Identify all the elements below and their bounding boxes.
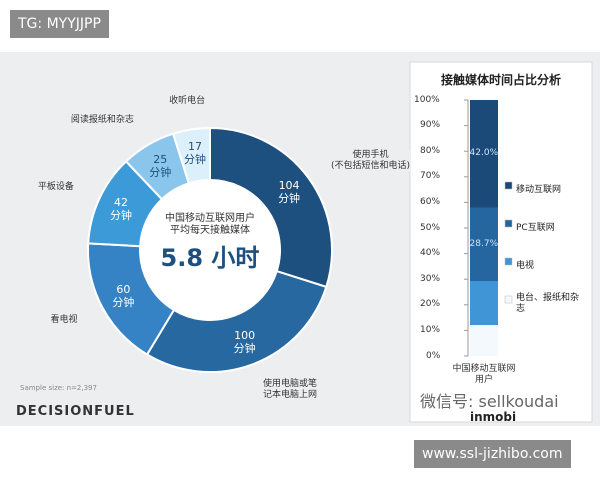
category-label: 看电视 xyxy=(50,314,78,326)
badge: TG: MYYJJPP xyxy=(10,10,109,38)
bar-segment xyxy=(470,325,498,356)
donut-hole xyxy=(140,180,280,320)
value-label: 28.7% xyxy=(469,238,499,249)
legend-label: 移动互联网 xyxy=(516,184,562,195)
y-tick-label: 80% xyxy=(420,145,441,156)
value-label: 104 分钟 xyxy=(278,179,301,206)
bar-segment xyxy=(470,207,498,281)
y-tick-label: 20% xyxy=(420,299,441,310)
y-tick-label: 40% xyxy=(420,248,441,259)
y-tick-label: 10% xyxy=(420,324,441,335)
partner: inmobi xyxy=(470,410,517,424)
legend-swatch xyxy=(504,219,513,228)
bar-segment xyxy=(470,280,498,326)
badge: www.ssl-jizhibo.com xyxy=(414,440,571,468)
y-tick-label: 70% xyxy=(420,171,441,182)
x-tick-label: 中国移动互联网用户 xyxy=(452,364,516,385)
legend-swatch xyxy=(504,257,513,266)
y-tick-label: 30% xyxy=(420,273,441,284)
value-label: 17 分钟 xyxy=(184,140,207,167)
bar-segment xyxy=(470,100,498,208)
y-tick-label: 50% xyxy=(420,222,441,233)
donut-segment xyxy=(145,269,328,373)
category-label: 阅读报纸和杂志 xyxy=(70,115,134,127)
legend-label: 电台、报纸和杂志 xyxy=(516,293,580,314)
y-tick-label: 60% xyxy=(420,196,441,207)
wechat: 微信号: sellkoudai xyxy=(420,392,559,411)
legend-swatch xyxy=(504,295,513,304)
value-label: 42 分钟 xyxy=(110,195,133,223)
category-label: 使用手机 (不包括短信和电话) xyxy=(331,150,411,172)
legend-label: 电视 xyxy=(516,260,535,271)
bar-panel xyxy=(409,61,593,423)
category-label: 收听电台 xyxy=(169,96,206,108)
category-label: 平板设备 xyxy=(37,181,74,193)
center-text: 中国移动互联网用户 平均每天接触媒体 xyxy=(165,213,255,236)
brand: DECISIONFUEL xyxy=(16,404,135,419)
y-tick-label: 0% xyxy=(426,350,441,361)
value-label: 42.0% xyxy=(469,148,499,159)
chart-title: 接触媒体时间占比分析 xyxy=(441,73,562,87)
legend-label: PC互联网 xyxy=(516,222,555,233)
value-label: 25 分钟 xyxy=(149,152,172,179)
center-value: 5.8 小时 xyxy=(160,243,260,272)
sample-note: Sample size: n=2,397 xyxy=(20,384,97,392)
category-label: 使用电脑或笔 记本电脑上网 xyxy=(262,379,317,401)
donut-segment xyxy=(209,126,333,289)
legend-swatch xyxy=(504,181,513,190)
donut-segment xyxy=(171,126,211,185)
value-label: 100 分钟 xyxy=(233,328,256,355)
value-label: 60 分钟 xyxy=(112,282,135,310)
y-tick-label: 100% xyxy=(414,94,440,105)
y-tick-label: 90% xyxy=(420,120,441,131)
